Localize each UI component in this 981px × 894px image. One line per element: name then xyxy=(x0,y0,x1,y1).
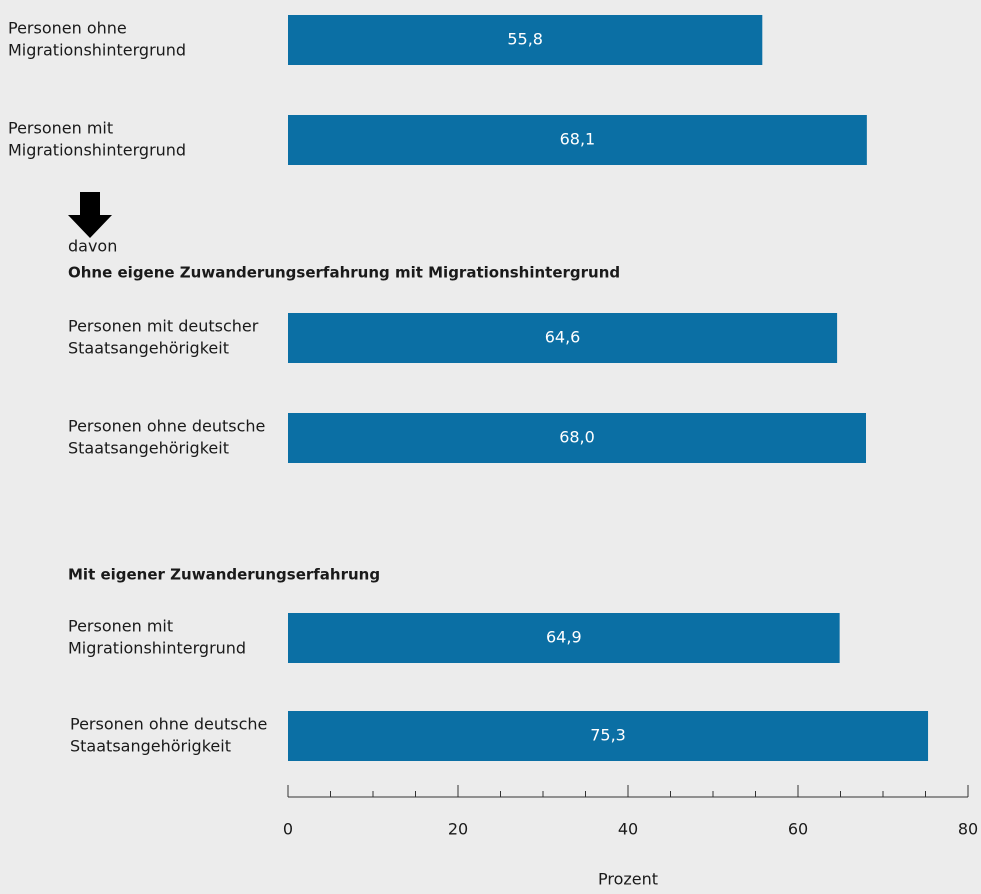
bar xyxy=(288,613,840,663)
group-heading: Mit eigener Zuwanderungserfahrung xyxy=(68,566,380,584)
bar xyxy=(288,313,838,363)
x-tick-label: 20 xyxy=(448,820,468,839)
bar xyxy=(288,15,763,65)
bar xyxy=(288,413,866,463)
category-label: Migrationshintergrund xyxy=(8,41,186,60)
bar-value-label: 64,9 xyxy=(546,628,582,647)
x-tick-label: 60 xyxy=(788,820,808,839)
category-label: Personen mit deutscher xyxy=(68,317,259,336)
category-label: Personen ohne deutsche xyxy=(68,417,265,436)
bar-value-label: 75,3 xyxy=(590,726,626,745)
category-label: Personen ohne deutsche xyxy=(70,715,267,734)
category-label: Migrationshintergrund xyxy=(8,141,186,160)
x-tick-label: 40 xyxy=(618,820,638,839)
category-label: Staatsangehörigkeit xyxy=(68,439,229,458)
category-label: Personen mit xyxy=(8,119,113,138)
group-heading: Ohne eigene Zuwanderungserfahrung mit Mi… xyxy=(68,264,620,282)
x-tick-label: 80 xyxy=(958,820,978,839)
bar-value-label: 68,1 xyxy=(560,130,596,149)
davon-label: davon xyxy=(68,237,117,256)
bar-value-label: 55,8 xyxy=(507,30,543,49)
category-label: Staatsangehörigkeit xyxy=(68,339,229,358)
x-tick-label: 0 xyxy=(283,820,293,839)
arrow xyxy=(68,192,112,238)
category-label: Personen mit xyxy=(68,617,173,636)
category-label: Personen ohne xyxy=(8,19,127,38)
x-axis-title: Prozent xyxy=(598,870,658,889)
bar xyxy=(288,115,867,165)
bar-value-label: 64,6 xyxy=(545,328,581,347)
category-label: Migrationshintergrund xyxy=(68,639,246,658)
category-label: Staatsangehörigkeit xyxy=(70,737,231,756)
bar-value-label: 68,0 xyxy=(559,428,595,447)
bar xyxy=(288,711,929,761)
